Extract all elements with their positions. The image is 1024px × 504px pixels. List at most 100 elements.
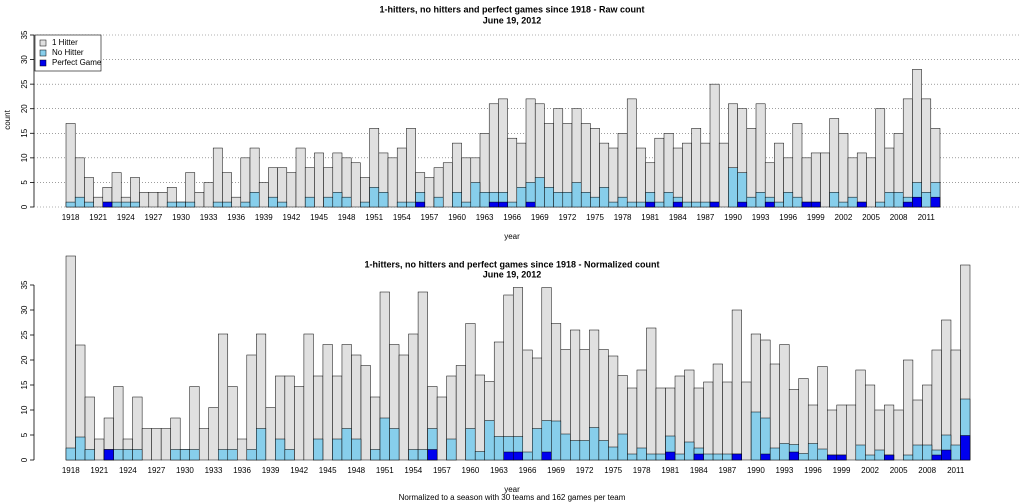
y-tick-label: 25 [20, 79, 29, 88]
x-tick-label: 1954 [404, 466, 422, 475]
bar [608, 355, 619, 461]
legend-label: No Hitter [52, 48, 84, 57]
bar [503, 294, 514, 461]
bar [130, 201, 140, 208]
bar [488, 103, 499, 208]
bar [65, 447, 76, 461]
x-tick-label: 1999 [807, 213, 825, 222]
bar [865, 384, 876, 461]
bar [503, 451, 514, 461]
x-tick-label: 1921 [89, 213, 107, 222]
bar [442, 162, 453, 208]
bar [709, 201, 720, 208]
bar [866, 157, 876, 208]
x-tick-label: 1966 [519, 466, 537, 475]
x-tick-label: 1984 [690, 466, 708, 475]
x-tick-label: 1927 [148, 466, 166, 475]
bar [198, 428, 209, 461]
bar [663, 192, 674, 208]
legend-swatch [39, 39, 47, 47]
bar [693, 453, 704, 461]
x-tick-label: 1924 [119, 466, 137, 475]
bar [379, 417, 390, 461]
bar [369, 187, 380, 208]
bar [227, 386, 238, 461]
bar [590, 128, 600, 208]
bar [189, 449, 200, 461]
bar [65, 255, 76, 461]
x-tick-label: 1951 [365, 213, 383, 222]
bar [755, 103, 766, 208]
legend-swatch [39, 49, 47, 57]
bar [84, 201, 94, 208]
bar [295, 147, 306, 208]
x-tick-label: 1981 [641, 213, 659, 222]
bar [157, 192, 168, 208]
bar [865, 454, 876, 461]
bar [627, 453, 638, 461]
x-tick-label: 2005 [862, 213, 880, 222]
y-tick-label: 5 [20, 180, 29, 185]
x-tick-label: 1990 [724, 213, 742, 222]
x-tick-label: 1963 [490, 466, 508, 475]
y-tick-label: 0 [20, 204, 29, 209]
bar [617, 133, 628, 208]
bar [560, 433, 571, 461]
bar [246, 354, 257, 461]
bar [838, 201, 849, 208]
x-tick-label: 1996 [779, 213, 797, 222]
bar [682, 201, 692, 208]
bar [820, 152, 830, 208]
bar [512, 287, 524, 461]
bar [798, 378, 809, 461]
bar [176, 201, 186, 208]
bar [313, 438, 324, 461]
x-tick-label: 1921 [90, 466, 108, 475]
bar [240, 201, 251, 208]
x-tick-label: 1930 [176, 466, 194, 475]
bar [189, 386, 200, 461]
bar [930, 196, 941, 208]
x-tick-label: 1996 [804, 466, 822, 475]
bar [788, 451, 799, 461]
bar [275, 438, 286, 461]
bar [74, 196, 85, 208]
y-tick-label: 20 [20, 104, 29, 113]
x-tick-label: 1939 [255, 213, 273, 222]
bar [645, 201, 656, 208]
bar [627, 387, 638, 461]
x-tick-label: 1981 [661, 466, 679, 475]
x-tick-label: 1945 [319, 466, 337, 475]
bar [360, 201, 370, 208]
bar [722, 453, 733, 461]
bar [360, 365, 371, 461]
bar [265, 407, 276, 461]
bar [323, 196, 334, 208]
x-tick-label: 1942 [283, 213, 301, 222]
bar [415, 201, 426, 208]
bar [636, 369, 647, 461]
x-tick-label: 1960 [462, 466, 480, 475]
bar [912, 196, 922, 208]
bar [769, 363, 780, 461]
bar [779, 344, 790, 461]
chart-subtitle: June 19, 2012 [483, 269, 542, 279]
bar [608, 147, 619, 208]
bar [268, 196, 278, 208]
x-tick-label: 1933 [200, 213, 218, 222]
bar [598, 440, 609, 461]
bar [836, 404, 847, 461]
bar [703, 453, 714, 461]
bar [792, 123, 803, 208]
bar [712, 453, 723, 461]
x-tick-label: 1960 [448, 213, 466, 222]
bar [452, 192, 462, 208]
bar [507, 201, 518, 208]
bar [75, 436, 86, 461]
bar [884, 404, 895, 461]
bar [674, 453, 685, 461]
bar [798, 453, 809, 461]
bar [212, 147, 223, 208]
bar [553, 192, 564, 208]
